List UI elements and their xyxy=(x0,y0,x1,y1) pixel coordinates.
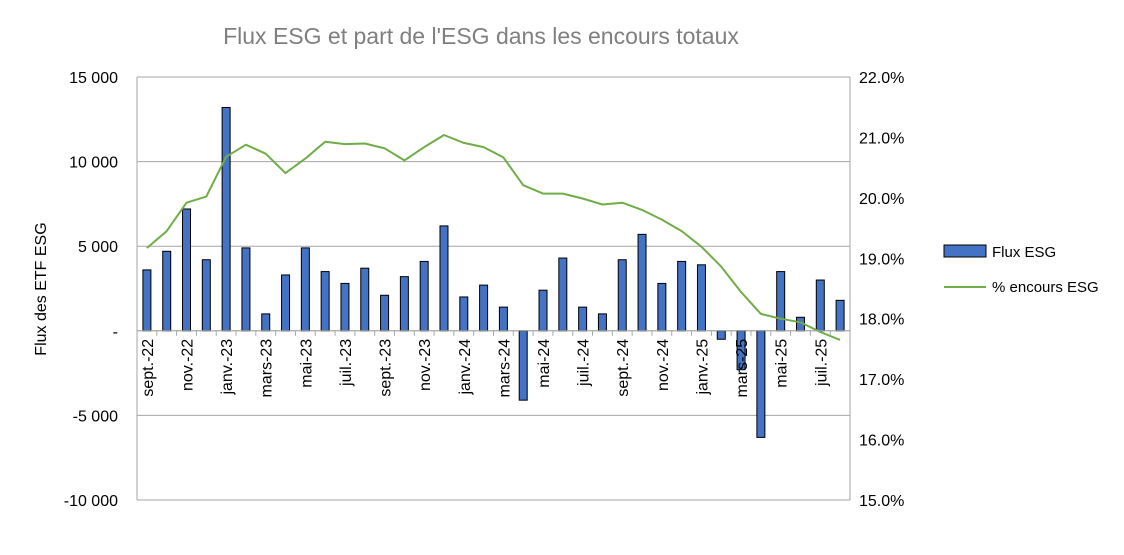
y2-tick-label: 22.0% xyxy=(859,70,904,87)
x-tick-label: mai-23 xyxy=(298,339,315,388)
bar xyxy=(498,306,508,332)
y-tick-label: - xyxy=(113,324,118,341)
x-tick-label: sept.-23 xyxy=(378,339,395,397)
bar xyxy=(142,269,152,332)
x-tick-label: mai-24 xyxy=(536,339,553,388)
bar xyxy=(518,330,528,401)
x-tick-label: nov.-24 xyxy=(655,339,672,391)
x-tick-label: juil.-24 xyxy=(576,339,593,387)
bar xyxy=(617,259,627,332)
line-encours-esg xyxy=(146,134,841,341)
bar xyxy=(479,284,489,332)
legend-swatch-bar xyxy=(943,244,987,258)
x-tick-label: sept.-24 xyxy=(615,339,632,397)
bar xyxy=(340,282,350,332)
bar xyxy=(677,260,687,332)
x-tick-label: mai-25 xyxy=(774,339,791,388)
y-tick-label: 10 000 xyxy=(69,155,118,172)
x-tick-label: janv.-25 xyxy=(695,339,712,396)
legend: Flux ESG % encours ESG xyxy=(943,244,1099,296)
bar xyxy=(261,313,271,332)
y-tick-label: -10 000 xyxy=(64,493,118,510)
series-line xyxy=(146,134,841,341)
bar xyxy=(696,264,706,332)
bar xyxy=(756,330,766,438)
y2-tick-label: 20.0% xyxy=(859,191,904,208)
y2-tick-label: 16.0% xyxy=(859,433,904,450)
x-tick-label: mars-25 xyxy=(734,339,751,398)
y2-tick-label: 18.0% xyxy=(859,312,904,329)
bar xyxy=(776,271,786,332)
y2-tick-label: 17.0% xyxy=(859,372,904,389)
y-axis-title: Flux des ETF ESG xyxy=(33,222,50,355)
bar xyxy=(558,257,568,332)
bar xyxy=(399,276,409,332)
y2-tick-label: 15.0% xyxy=(859,493,904,510)
y-tick-label: 5 000 xyxy=(78,239,118,256)
y-tick-label: -5 000 xyxy=(73,408,118,425)
y2-axis-ticks: 22.0% 21.0% 20.0% 19.0% 18.0% 17.0% 16.0% 15.0% xyxy=(859,70,904,510)
bar xyxy=(538,289,548,332)
bar xyxy=(597,313,607,332)
bar xyxy=(459,296,469,332)
bar xyxy=(162,250,172,332)
y-tick-label: 15 000 xyxy=(69,70,118,87)
bar xyxy=(300,247,310,332)
x-tick-label: juil.-23 xyxy=(338,339,355,387)
x-tick-label: nov.-23 xyxy=(417,339,434,391)
bar xyxy=(657,282,667,332)
legend-label-flux-esg: Flux ESG xyxy=(992,244,1056,261)
y-axis-ticks: 15 000 10 000 5 000 - -5 000 -10 000 xyxy=(64,70,118,510)
bar xyxy=(815,279,825,332)
x-tick-label: mars-24 xyxy=(496,339,513,398)
x-axis-ticks: sept.-22 nov.-22 janv.-23 mars-23 mai-23 juil… xyxy=(140,339,830,398)
bar xyxy=(419,260,429,332)
bar xyxy=(439,225,449,332)
x-tick-label: janv.-24 xyxy=(457,339,474,396)
bar xyxy=(182,208,192,332)
bar xyxy=(578,306,588,332)
x-tick-label: nov.-22 xyxy=(180,339,197,391)
bar xyxy=(835,299,845,332)
x-tick-label: juil.-25 xyxy=(813,339,830,387)
legend-label-encours-esg: % encours ESG xyxy=(992,279,1099,296)
bar xyxy=(241,247,251,332)
axes xyxy=(136,77,851,500)
bar xyxy=(380,294,390,332)
bar xyxy=(637,233,647,332)
y2-tick-label: 21.0% xyxy=(859,130,904,147)
bar xyxy=(201,259,211,332)
y2-tick-label: 19.0% xyxy=(859,251,904,268)
x-tick-label: mars-23 xyxy=(259,339,276,398)
x-tick-label: janv.-23 xyxy=(219,339,236,396)
bar xyxy=(281,274,291,332)
bar xyxy=(716,330,726,340)
chart-title: Flux ESG et part de l'ESG dans les encou… xyxy=(223,23,739,49)
x-tick-label: sept.-22 xyxy=(140,339,157,397)
bar xyxy=(360,267,370,332)
bar xyxy=(221,106,231,332)
bar xyxy=(320,271,330,332)
